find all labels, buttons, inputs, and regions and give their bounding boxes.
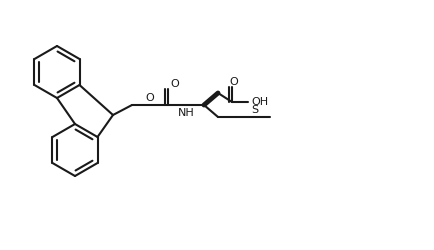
Text: O: O xyxy=(146,93,155,103)
Text: NH: NH xyxy=(178,108,194,118)
Text: O: O xyxy=(230,77,238,87)
Text: OH: OH xyxy=(251,97,269,107)
Text: O: O xyxy=(171,79,179,89)
Text: S: S xyxy=(251,105,259,115)
